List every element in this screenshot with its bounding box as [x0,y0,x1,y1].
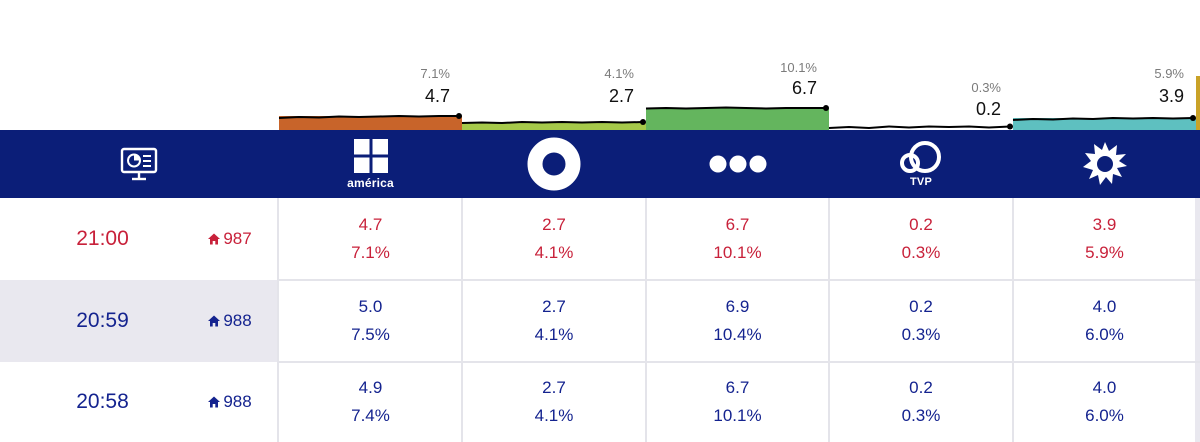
cell-rating: 6.7 [725,215,750,234]
channel-three-dots[interactable] [646,130,829,198]
cell-share: 7.4% [351,406,390,425]
rating-cell: 4.0 6.0% [1013,280,1196,362]
rating-cell: 3.9 5.9% [1013,198,1196,280]
cell-share: 0.3% [901,406,941,425]
cell-rating: 4.7 [358,215,383,234]
sparkline-area [645,105,829,130]
cell-rating: 0.2 [909,297,933,316]
channel-sun[interactable] [1013,130,1196,198]
sparkline-area [278,113,462,130]
monitor-chart-icon [120,147,158,181]
row-time: 21:00 [76,227,129,250]
cell-share: 4.1% [534,325,574,344]
sparkline-tvp[interactable]: 0.3% 0.2 [828,0,1013,130]
rating-cell: 5.0 7.5% [279,280,462,362]
rating-cell: 4.0 6.0% [1013,362,1196,442]
sparkline-area [1012,115,1196,130]
sparkline-area [828,123,1013,130]
row-rank: 988 [185,280,275,362]
rating-cell: 4.7 7.1% [279,198,462,280]
rating-cell: 0.2 0.3% [829,280,1013,362]
cell-share: 4.1% [534,243,574,262]
sparkline-next-edge [1196,76,1200,130]
sparkline-rating: 4.7 [424,86,450,106]
rank-value: 987 [223,229,252,248]
cell-rating: 3.9 [1092,215,1117,234]
sparkline-share: 7.1% [420,66,450,81]
cell-share: 7.1% [351,243,390,262]
row-time: 20:59 [76,309,129,332]
cell-share: 0.3% [901,325,941,344]
cell-rating: 2.7 [542,378,566,397]
rank-value: 988 [223,311,252,330]
row-rank: 987 [185,198,275,280]
channel-tvp[interactable]: TVP [829,130,1013,198]
cell-share: 5.9% [1085,243,1124,262]
cell-rating: 0.2 [909,378,933,397]
rank-value: 988 [223,392,252,411]
cell-share: 4.1% [534,406,574,425]
ring-logo-icon [527,137,581,191]
sparkline-share: 4.1% [604,66,634,81]
cell-share: 7.5% [351,325,390,344]
sparkline-share: 0.3% [971,80,1001,95]
cell-share: 6.0% [1085,325,1124,344]
channel-america[interactable]: américa [279,130,462,198]
sparkline-rating: 3.9 [1158,86,1184,106]
rating-cell: 6.9 10.4% [646,280,829,362]
cell-rating: 6.9 [725,297,750,316]
table-row[interactable]: 20:59 988 5.0 7.5% 2.7 4.1% 6.9 10.4% 0.… [0,280,1200,362]
home-icon [208,396,221,408]
sparkline-rating: 2.7 [608,86,634,106]
channel-ring[interactable] [462,130,646,198]
cell-share: 10.1% [713,406,762,425]
cell-rating: 0.2 [909,215,933,234]
rating-cell: 2.7 4.1% [462,198,646,280]
row-rank: 988 [185,362,275,442]
cell-share: 10.1% [713,243,762,262]
row-time: 20:58 [76,390,129,413]
table-row[interactable]: 21:00 987 4.7 7.1% 2.7 4.1% 6.7 10.1% 0.… [0,198,1200,280]
sparkline-dots[interactable]: 10.1% 6.7 [645,0,829,130]
monitor-chart-icon[interactable] [0,130,278,198]
cell-rating: 2.7 [542,215,566,234]
three-dots-logo-icon [709,155,766,173]
cell-share: 0.3% [901,243,941,262]
sparkline-rating: 6.7 [791,78,817,98]
rating-cell: 4.9 7.4% [279,362,462,442]
cell-rating: 4.0 [1092,297,1117,316]
rating-cell: 2.7 4.1% [462,362,646,442]
channel-label: américa [347,175,394,190]
rating-cell: 0.2 0.3% [829,362,1013,442]
table-row[interactable]: 20:58 988 4.9 7.4% 2.7 4.1% 6.7 10.1% 0.… [0,362,1200,442]
tvp-logo-icon [900,141,941,173]
cell-rating: 5.0 [358,297,383,316]
cell-rating: 4.9 [358,378,383,397]
sparkline-area [461,119,646,130]
channel-header: américa TVP [0,130,1200,198]
sparkline-ring[interactable]: 4.1% 2.7 [461,0,646,130]
home-icon [208,315,221,327]
cell-share: 10.4% [713,325,762,344]
america-logo-icon [353,138,388,173]
channel-label: TVP [910,176,932,188]
sparkline-share: 5.9% [1154,66,1184,81]
sparkline-share: 10.1% [780,60,817,75]
cell-rating: 4.0 [1092,378,1117,397]
sparkline-sun[interactable]: 5.9% 3.9 [1012,0,1196,130]
rating-cell: 6.7 10.1% [646,198,829,280]
sparkline-america[interactable]: 7.1% 4.7 [278,0,462,130]
home-icon [208,233,221,245]
rating-cell: 0.2 0.3% [829,198,1013,280]
sun-logo-icon [1082,142,1127,185]
cell-share: 6.0% [1085,406,1124,425]
sparkline-rating: 0.2 [975,99,1001,119]
rating-cell: 2.7 4.1% [462,280,646,362]
cell-rating: 2.7 [542,297,566,316]
rating-cell: 6.7 10.1% [646,362,829,442]
cell-rating: 6.7 [725,378,750,397]
